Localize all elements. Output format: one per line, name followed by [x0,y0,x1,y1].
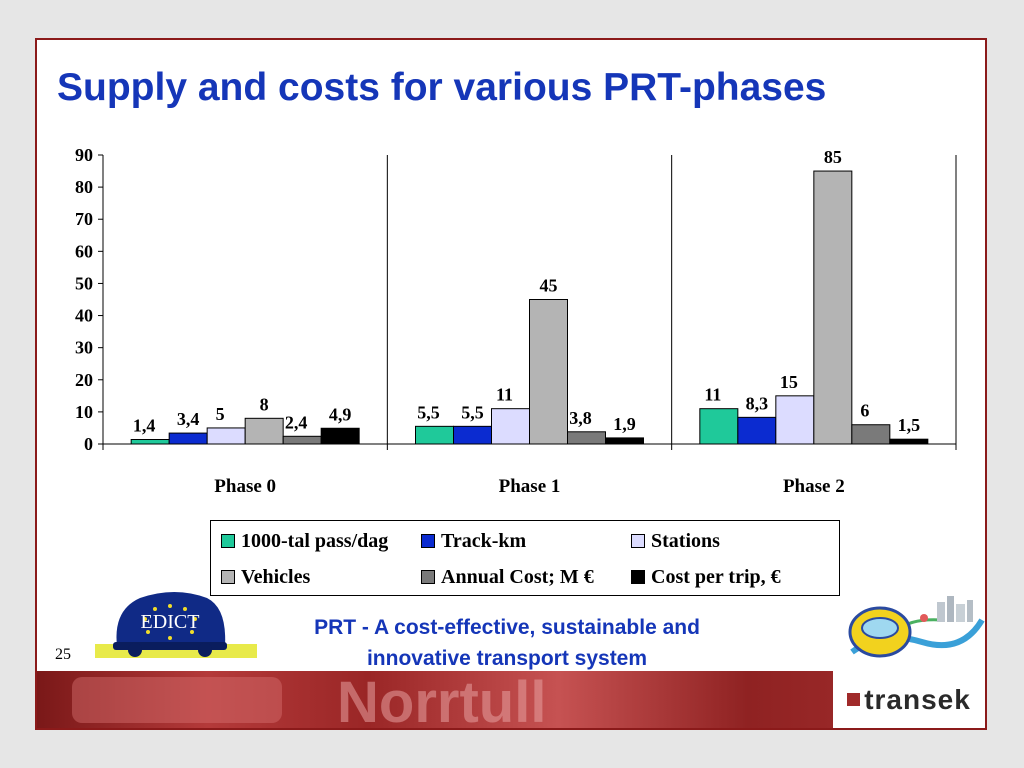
slide-title: Supply and costs for various PRT-phases [57,66,827,109]
y-tick-label: 20 [75,370,93,390]
footer-line-2: innovative transport system [366,647,648,670]
legend-label: Vehicles [241,565,311,588]
bar [130,439,170,445]
bar [206,427,246,445]
bar [775,395,815,445]
x-category-label: Phase 0 [214,476,276,497]
transek-logo: transek [833,671,985,728]
slide: Supply and costs for various PRT-phases … [35,38,987,730]
data-label: 11 [496,385,513,405]
data-label: 5,5 [461,402,484,422]
data-label: 3,4 [177,409,200,429]
bar [851,424,891,445]
bar [567,431,606,445]
data-label: 5 [216,404,225,424]
legend-swatch [631,534,645,548]
legend-item: Vehicles [221,565,310,589]
data-label: 85 [824,147,842,167]
chart-legend: 1000-tal pass/dag Track-km Stations Vehicle… [210,520,840,596]
legend-item: Cost per trip, € [631,565,781,589]
page-number: 25 [55,646,71,663]
y-tick-label: 60 [75,241,93,261]
legend-label: Cost per trip, € [651,565,781,588]
data-label: 2,4 [285,412,308,432]
data-label: 8,3 [746,393,769,413]
legend-item: Annual Cost; M € [421,565,594,589]
y-tick-label: 40 [75,306,93,326]
legend-label: Track-km [441,529,527,552]
data-label: 4,9 [329,404,352,424]
data-label: 1,4 [133,416,156,436]
edict-logo: EDICT [95,592,257,658]
footer-line-1: PRT - A cost-effective, sustainable and [314,616,700,639]
y-tick-label: 80 [75,177,93,197]
legend-swatch [631,570,645,584]
transek-logo-text: transek [864,683,971,715]
legend-label: Annual Cost; M € [441,565,594,588]
bar [529,299,568,445]
data-label: 1,9 [613,414,636,434]
legend-swatch [221,534,235,548]
bar [320,427,360,445]
bar [453,425,492,445]
y-tick-label: 0 [84,434,93,454]
data-label: 15 [780,372,798,392]
bar-chart: 0 10 20 30 40 50 60 70 80 90 Phase 0 Phase 1 Phase 2… [75,145,957,497]
x-category-label: Phase 1 [499,476,561,497]
bottom-banner: Norrtull transek [37,671,985,728]
bar [737,416,777,445]
legend-item: 1000-tal pass/dag [221,529,388,553]
data-label: 3,8 [569,408,592,428]
edict-logo-text: EDICT [141,611,200,633]
bar [605,437,644,445]
bar [282,435,322,445]
y-tick-label: 10 [75,402,93,422]
legend-item: Track-km [421,529,526,553]
legend-swatch [421,534,435,548]
y-tick-label: 90 [75,145,93,165]
y-tick-label: 50 [75,273,93,293]
bar [168,432,208,445]
bar [699,408,739,445]
image-credit [885,662,886,666]
bar [491,408,530,445]
data-label: 8 [260,394,269,414]
data-label: 45 [540,276,558,296]
y-tick-label: 30 [75,338,93,358]
prt-vehicle-logo [848,596,985,658]
bar [889,438,929,445]
footer-tagline: PRT - A cost-effective, sustainable and … [247,612,767,674]
banner-background-text: Norrtull [337,671,547,728]
legend-item: Stations [631,529,720,553]
legend-swatch [221,570,235,584]
bar [415,425,454,445]
y-tick-label: 70 [75,209,93,229]
legend-swatch [421,570,435,584]
legend-label: Stations [651,529,720,552]
data-label: 6 [860,401,869,421]
legend-label: 1000-tal pass/dag [241,529,389,552]
data-label: 11 [704,385,721,405]
transek-logo-mark [847,693,861,706]
data-label: 5,5 [417,402,440,422]
bar [244,417,284,445]
x-category-label: Phase 2 [783,476,845,497]
bar [813,170,853,445]
data-label: 1,5 [898,415,921,435]
banner-decor [72,677,282,723]
